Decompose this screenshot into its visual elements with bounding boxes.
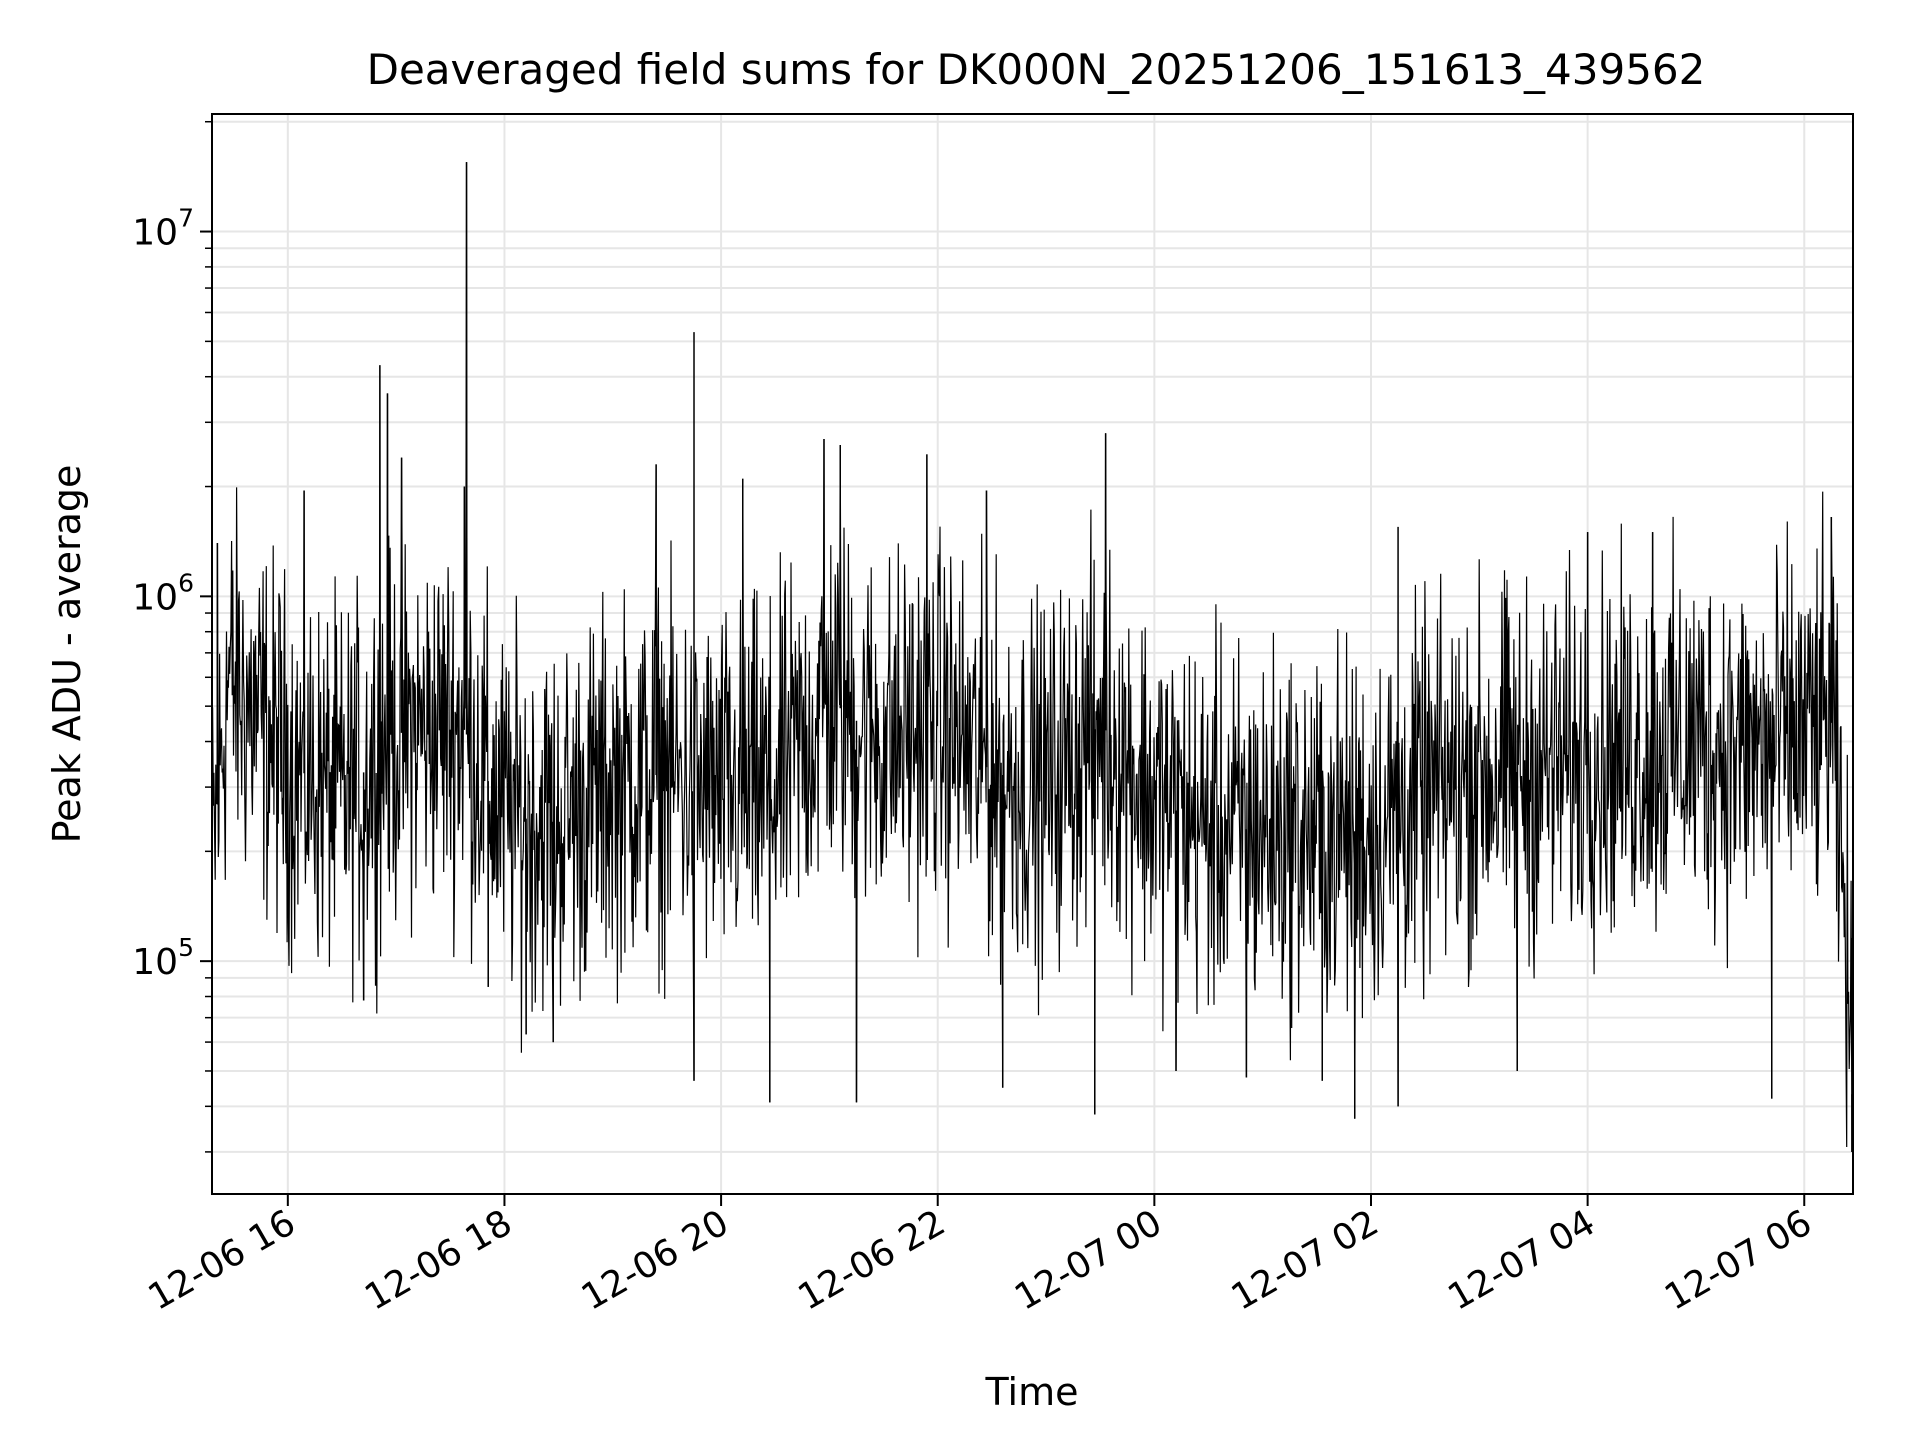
plot-area-frame [211, 113, 1854, 1195]
y-tick-label-exponent: 7 [178, 204, 194, 233]
y-tick-label: 107 [132, 204, 194, 254]
chart-title: Deaveraged field sums for DK000N_2025120… [367, 45, 1706, 94]
y-tick-label-exponent: 5 [178, 933, 194, 962]
x-axis-label: Time [985, 1370, 1079, 1414]
series-line [211, 162, 1854, 1166]
y-tick-label-base: 10 [132, 577, 178, 618]
y-tick-label-exponent: 6 [178, 568, 194, 597]
data-series [211, 162, 1854, 1166]
y-tick-label-base: 10 [132, 213, 178, 254]
y-tick-label: 105 [132, 933, 194, 983]
y-axis-label: Peak ADU - average [45, 465, 89, 844]
y-axis-minor-ticks [205, 120, 212, 1153]
y-tick-label-base: 10 [132, 942, 178, 983]
y-tick-label: 106 [132, 568, 194, 618]
